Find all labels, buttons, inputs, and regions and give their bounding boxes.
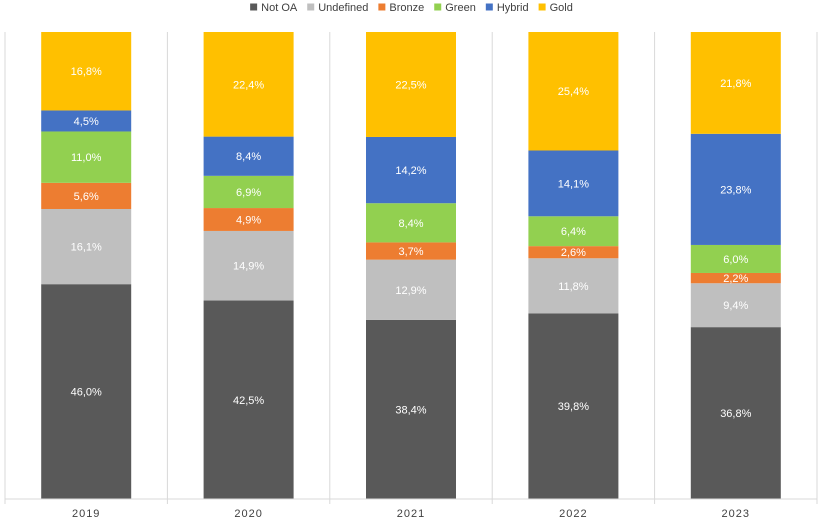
bars [41,32,781,499]
legend-swatch-green [434,3,442,11]
bar-not-oa-2021 [366,319,456,499]
bar-bronze-2020 [203,208,294,231]
legend-label-bronze: Bronze [389,2,424,14]
data-label-green-2022: 6,4% [561,226,586,238]
bar-not-oa-2019 [41,284,132,499]
bar-green-2020 [203,175,294,209]
data-label-green-2020: 6,9% [236,187,261,199]
x-tick-label-2020: 2020 [234,508,262,520]
data-label-bronze-2022: 2,6% [561,247,586,259]
data-label-bronze-2020: 4,9% [236,215,261,227]
data-label-bronze-2021: 3,7% [398,246,423,258]
data-label-green-2019: 11,0% [71,152,102,164]
data-label-undefined-2021: 12,9% [395,285,426,297]
legend-label-undefined: Undefined [318,2,368,14]
legend-label-hybrid: Hybrid [497,2,529,14]
bar-undefined-2021 [366,259,456,320]
x-axis-tick-labels: 2019 2020 2021 2022 2023 [72,508,750,520]
bar-gold-2020 [203,32,294,137]
data-label-undefined-2023: 9,4% [723,300,748,312]
data-labels: 46,0% 16,1% 5,6% 11,0% 4,5% 16,8% 42,5% 14,9% 4,… [71,66,752,420]
data-label-bronze-2019: 5,6% [74,191,99,203]
legend-swatch-gold [538,3,546,11]
data-label-not-oa-2020: 42,5% [233,395,264,407]
x-tick-label-2023: 2023 [722,508,750,520]
bar-undefined-2020 [203,230,294,301]
data-label-gold-2021: 22,5% [395,79,426,91]
x-tick-label-2022: 2022 [559,508,587,520]
bar-not-oa-2022 [528,313,619,499]
category-dividers [4,32,818,504]
legend-label-green: Green [445,2,476,14]
data-label-gold-2019: 16,8% [71,66,102,78]
bar-undefined-2023 [690,283,781,328]
bar-bronze-2021 [366,242,456,260]
data-label-undefined-2019: 16,1% [71,242,102,254]
bar-green-2022 [528,216,619,247]
data-label-bronze-2023: 2,2% [723,273,748,285]
bar-hybrid-2021 [366,136,456,204]
legend-label-gold: Gold [550,2,573,14]
bar-bronze-2019 [41,182,132,209]
data-label-gold-2022: 25,4% [558,86,589,98]
data-label-undefined-2022: 11,8% [558,281,589,293]
bar-hybrid-2023 [690,133,781,245]
x-tick-label-2019: 2019 [72,508,100,520]
data-label-not-oa-2021: 38,4% [395,404,426,416]
bar-hybrid-2019 [41,110,132,132]
legend-label-not-oa: Not OA [261,2,298,14]
data-label-hybrid-2019: 4,5% [74,116,99,128]
data-label-not-oa-2023: 36,8% [720,408,751,420]
data-label-hybrid-2022: 14,1% [558,178,589,190]
data-label-hybrid-2020: 8,4% [236,151,261,163]
x-tick-label-2021: 2021 [397,508,425,520]
legend-swatch-bronze [378,3,386,11]
data-label-hybrid-2023: 23,8% [720,184,751,196]
data-label-hybrid-2021: 14,2% [395,165,426,177]
legend: Not OA Undefined Bronze Green Hybrid Gold [250,2,573,14]
bar-undefined-2022 [528,258,619,314]
legend-swatch-hybrid [485,3,493,11]
data-label-undefined-2020: 14,9% [233,261,264,273]
bar-green-2019 [41,131,132,183]
bar-bronze-2023 [690,272,781,284]
bar-hybrid-2020 [203,136,294,176]
bar-hybrid-2022 [528,150,619,217]
data-label-green-2023: 6,0% [723,254,748,266]
data-label-green-2021: 8,4% [398,218,423,230]
legend-swatch-undefined [307,3,315,11]
bar-green-2023 [690,244,781,273]
data-label-gold-2020: 22,4% [233,79,264,91]
bar-bronze-2022 [528,246,619,259]
legend-swatch-not-oa [250,3,258,11]
data-label-not-oa-2022: 39,8% [558,401,589,413]
bar-gold-2019 [41,32,132,111]
bar-green-2021 [366,203,456,243]
bar-gold-2021 [366,32,456,137]
bar-gold-2023 [690,32,781,134]
data-label-gold-2023: 21,8% [720,78,751,90]
bar-gold-2022 [528,32,619,151]
bar-undefined-2019 [41,208,132,285]
bar-not-oa-2020 [203,300,294,499]
bar-not-oa-2023 [690,327,781,499]
data-label-not-oa-2019: 46,0% [71,387,102,399]
